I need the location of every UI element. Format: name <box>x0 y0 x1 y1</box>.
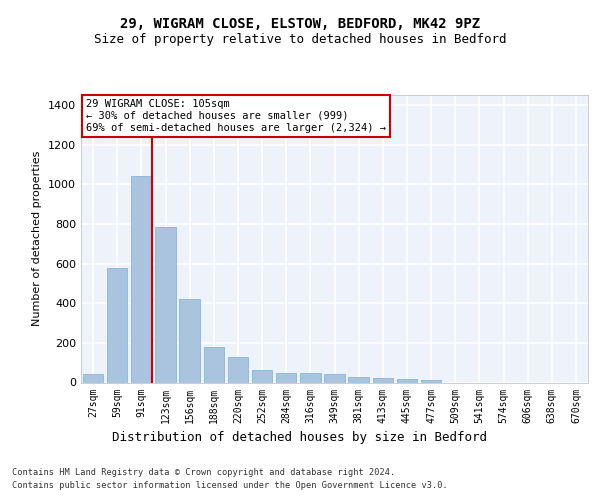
Text: Distribution of detached houses by size in Bedford: Distribution of detached houses by size … <box>113 431 487 444</box>
Text: Size of property relative to detached houses in Bedford: Size of property relative to detached ho… <box>94 32 506 46</box>
Y-axis label: Number of detached properties: Number of detached properties <box>32 151 43 326</box>
Bar <box>397 379 417 382</box>
Bar <box>83 374 103 382</box>
Text: Contains public sector information licensed under the Open Government Licence v3: Contains public sector information licen… <box>12 480 448 490</box>
Bar <box>203 347 224 382</box>
Text: Contains HM Land Registry data © Crown copyright and database right 2024.: Contains HM Land Registry data © Crown c… <box>12 468 395 477</box>
Text: 29 WIGRAM CLOSE: 105sqm
← 30% of detached houses are smaller (999)
69% of semi-d: 29 WIGRAM CLOSE: 105sqm ← 30% of detache… <box>86 100 386 132</box>
Bar <box>300 373 320 382</box>
Bar <box>252 370 272 382</box>
Bar <box>421 380 442 382</box>
Bar <box>131 176 152 382</box>
Bar <box>349 377 369 382</box>
Bar <box>373 378 393 382</box>
Bar <box>276 373 296 382</box>
Bar <box>227 356 248 382</box>
Bar <box>155 227 176 382</box>
Bar <box>179 299 200 382</box>
Text: 29, WIGRAM CLOSE, ELSTOW, BEDFORD, MK42 9PZ: 29, WIGRAM CLOSE, ELSTOW, BEDFORD, MK42 … <box>120 18 480 32</box>
Bar <box>324 374 345 382</box>
Bar <box>107 268 127 382</box>
